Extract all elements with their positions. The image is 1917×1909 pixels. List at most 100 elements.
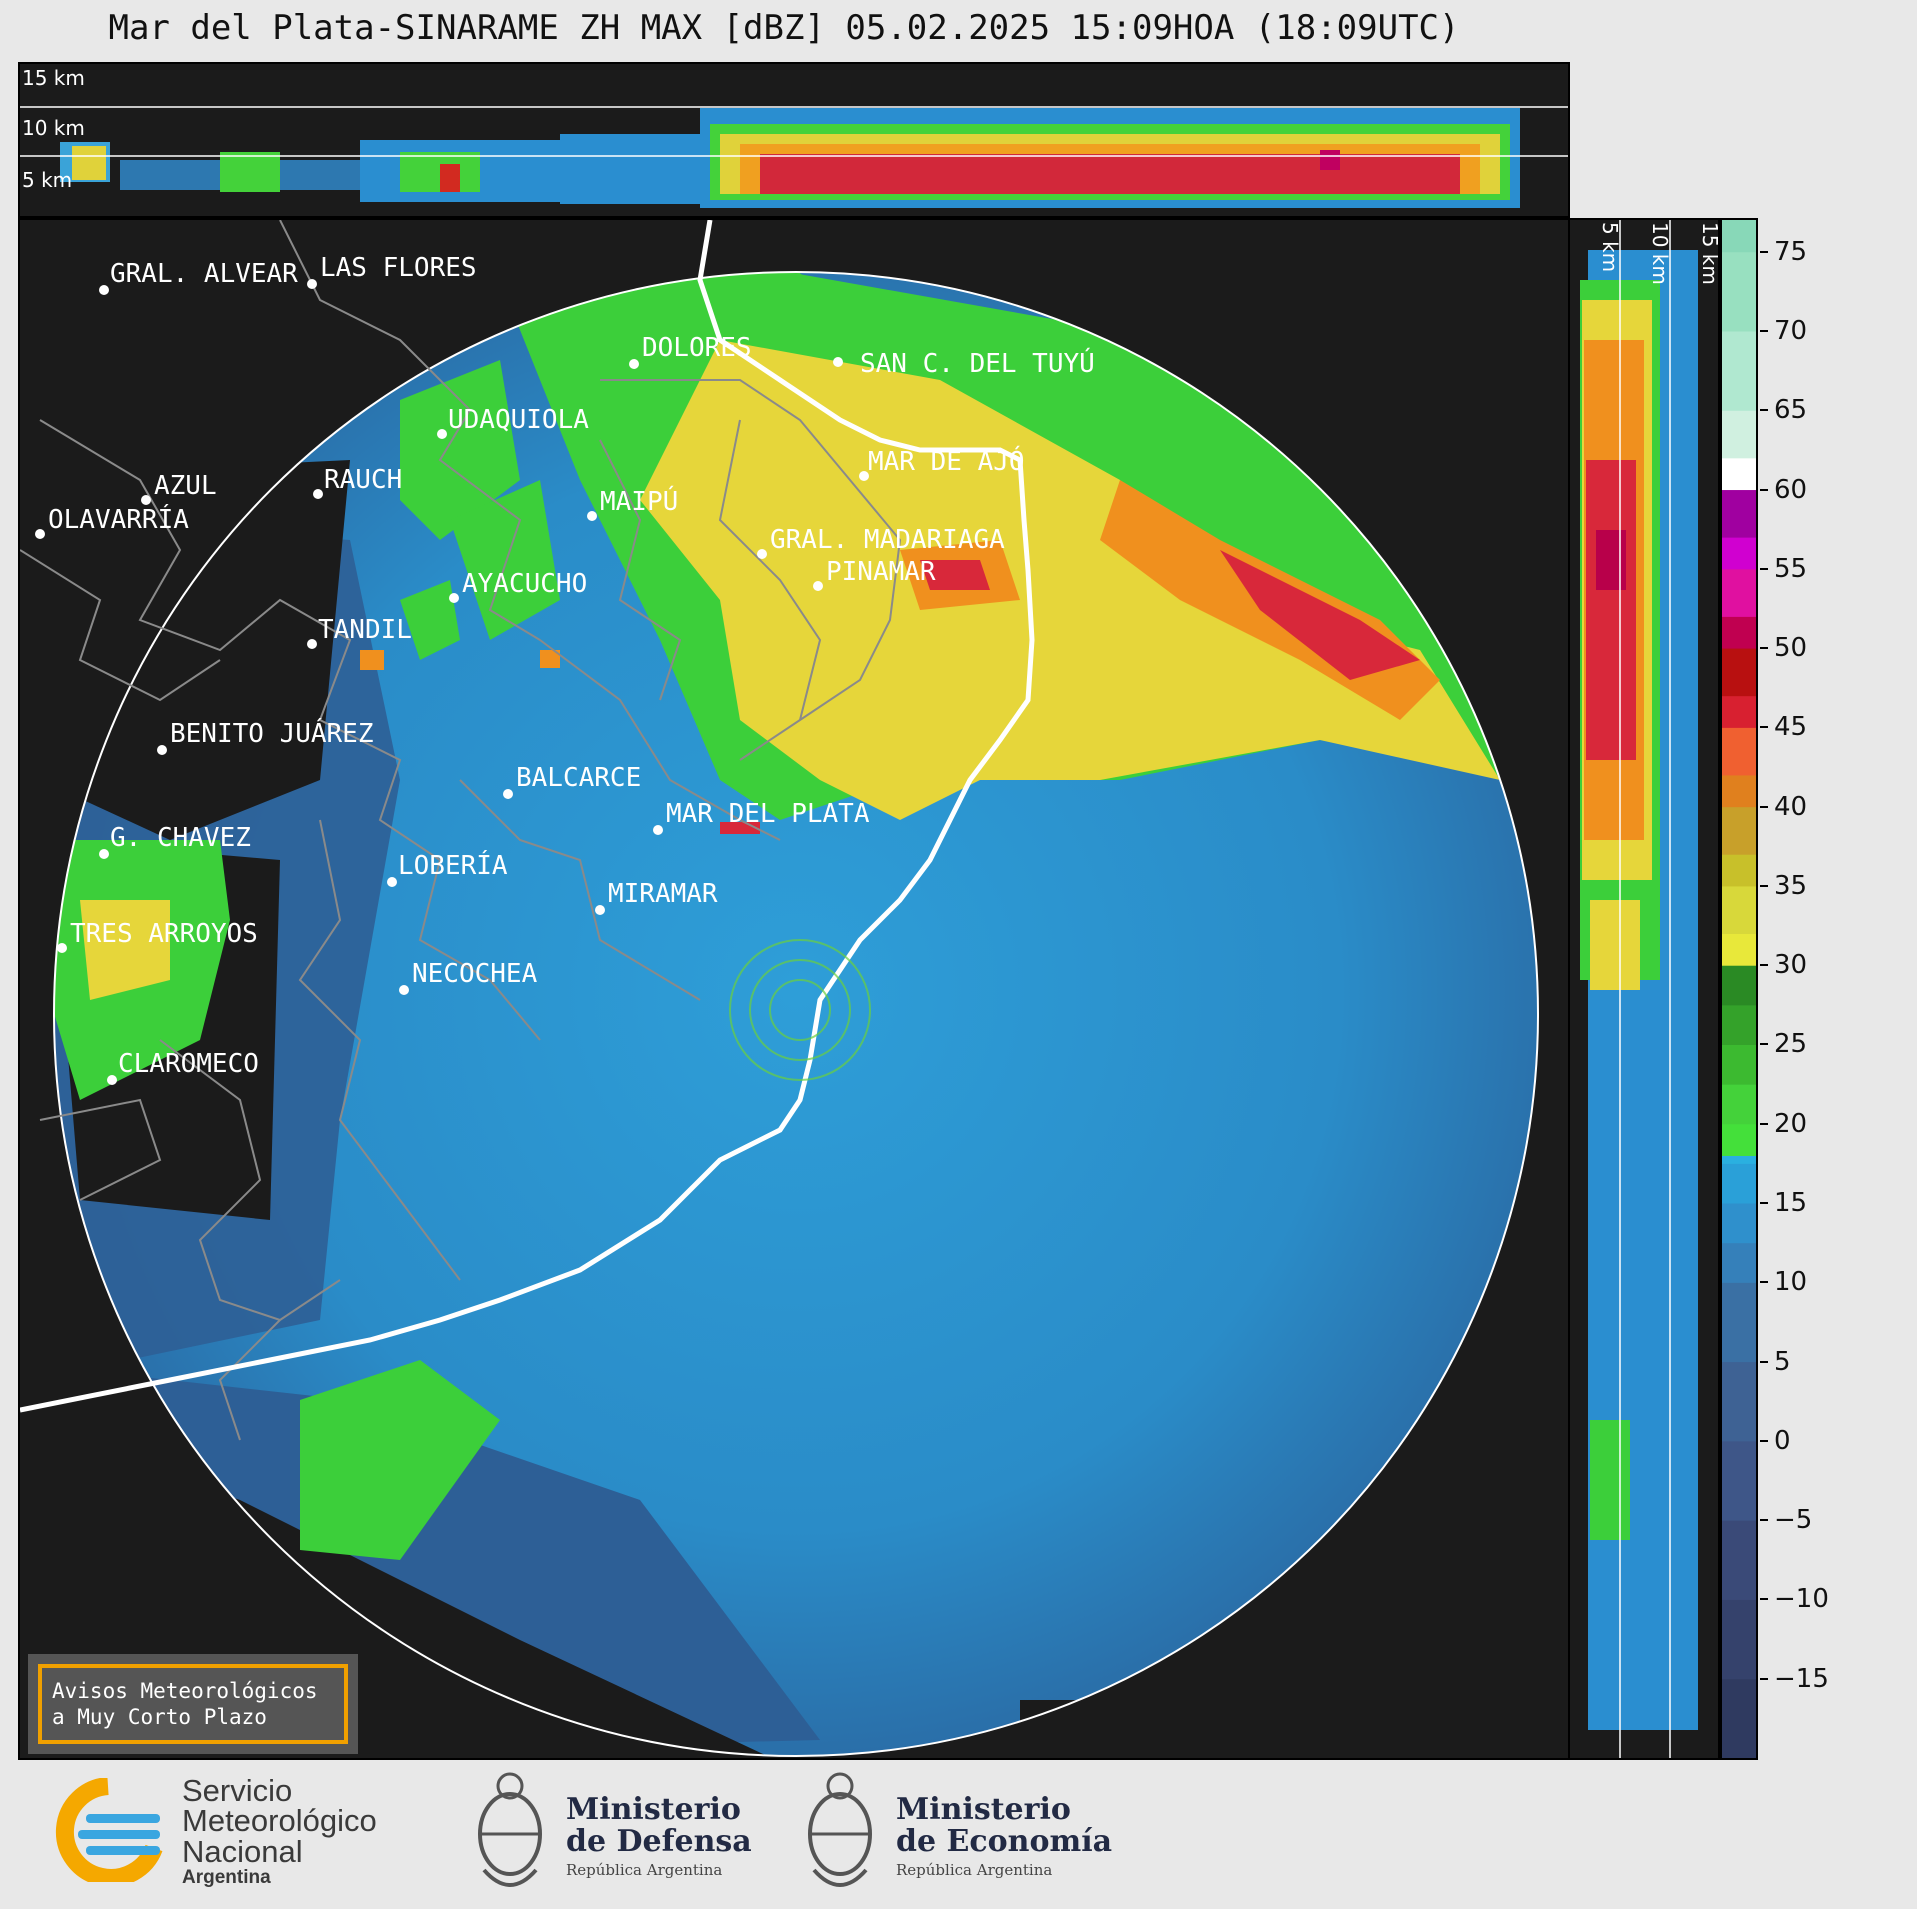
- side-height-label-15km: 15 km: [1698, 222, 1720, 285]
- city-marker: [503, 789, 513, 799]
- city-label: MAR DE AJÓ: [868, 445, 1025, 477]
- city-marker: [437, 429, 447, 439]
- colorbar-segment: [1722, 616, 1756, 649]
- city-label: NECOCHEA: [412, 959, 538, 989]
- city-markers: GRAL. ALVEAR LAS FLORES DOLORES SAN C. DEL …: [35, 253, 1095, 1085]
- colorbar-tick: [1760, 1598, 1768, 1601]
- colorbar-tick-label: 55: [1774, 553, 1808, 584]
- colorbar-segment: [1722, 1282, 1756, 1363]
- city-label: LAS FLORES: [320, 253, 477, 283]
- city-label: MAIPÚ: [600, 485, 678, 517]
- department-borders: [20, 220, 902, 1441]
- colorbar-segment: [1722, 695, 1756, 728]
- defensa-logo-text: Ministerio de Defensa República Argentin…: [566, 1794, 752, 1879]
- notice-line2: a Muy Corto Plazo: [52, 1705, 267, 1730]
- side-height-label-5km: 5 km: [1598, 222, 1622, 273]
- colorbar-tick-label: 50: [1774, 633, 1808, 664]
- colorbar-segment: [1722, 1242, 1756, 1283]
- coat-of-arms-icon-2: [800, 1760, 880, 1904]
- colorbar-segment: [1722, 1520, 1756, 1600]
- colorbar-tick-label: 30: [1774, 950, 1808, 981]
- colorbar-tick-label: 25: [1774, 1029, 1808, 1060]
- colorbar-tick-label: 65: [1774, 395, 1808, 426]
- smn-line1: Servicio: [182, 1773, 293, 1808]
- colorbar-segment: [1722, 489, 1756, 538]
- colorbar: [1720, 218, 1758, 1760]
- city-label: MAR DEL PLATA: [666, 799, 870, 829]
- colorbar-segment: [1722, 568, 1756, 617]
- city-marker: [833, 357, 843, 367]
- city-label: LOBERÍA: [398, 849, 508, 881]
- city-label: GRAL. ALVEAR: [110, 259, 298, 289]
- colorbar-segment: [1722, 251, 1756, 332]
- colorbar-tick: [1760, 647, 1768, 650]
- colorbar-segment: [1722, 220, 1756, 253]
- colorbar-tick-label: 70: [1774, 315, 1808, 346]
- colorbar-segment: [1722, 1678, 1756, 1758]
- economia-line1: Ministerio: [896, 1792, 1071, 1827]
- colorbar-segment: [1722, 806, 1756, 855]
- city-marker: [813, 581, 823, 591]
- city-marker: [449, 593, 459, 603]
- city-label: OLAVARRÍA: [48, 503, 189, 535]
- colorbar-segment: [1722, 1004, 1756, 1045]
- notice-box[interactable]: Avisos Meteorológicos a Muy Corto Plazo: [28, 1654, 358, 1754]
- colorbar-segment: [1722, 774, 1756, 808]
- city-label: DOLORES: [642, 333, 752, 363]
- colorbar-segment: [1722, 854, 1756, 887]
- defensa-line3: República Argentina: [566, 1861, 723, 1879]
- height-label-15km: 15 km: [22, 66, 85, 90]
- colorbar-tick: [1760, 1122, 1768, 1125]
- colorbar-tick: [1760, 1360, 1768, 1363]
- colorbar-segment: [1722, 457, 1756, 491]
- height-label-5km: 5 km: [22, 168, 73, 192]
- colorbar-tick-label: 45: [1774, 712, 1808, 743]
- colorbar-segment: [1722, 1163, 1756, 1204]
- colorbar-tick: [1760, 884, 1768, 887]
- smn-logo-mark: [48, 1777, 168, 1887]
- colorbar-tick: [1760, 488, 1768, 491]
- colorbar-tick-label: 15: [1774, 1188, 1808, 1219]
- radar-map: GRAL. ALVEAR LAS FLORES DOLORES SAN C. DEL …: [18, 218, 1570, 1760]
- city-marker: [107, 1075, 117, 1085]
- city-label: AYACUCHO: [462, 569, 587, 599]
- economia-logo-text: Ministerio de Economía República Argenti…: [896, 1794, 1112, 1879]
- chart-title: Mar del Plata-SINARAME ZH MAX [dBZ] 05.0…: [108, 8, 1460, 48]
- radar-range-ring: [53, 271, 1539, 1757]
- radar-echo-field: [54, 272, 1538, 1756]
- city-label: RAUCH: [324, 465, 402, 495]
- city-label: CLAROMECO: [118, 1049, 259, 1079]
- city-label: BENITO JUÁREZ: [170, 717, 374, 749]
- city-label: GRAL. MADARIAGA: [770, 525, 1005, 555]
- city-label: TRES ARROYOS: [70, 919, 258, 949]
- city-marker: [141, 495, 151, 505]
- side-echo-band: [1580, 250, 1698, 1730]
- colorbar-segment: [1722, 1123, 1756, 1156]
- colorbar-tick-label: 0: [1774, 1425, 1791, 1456]
- colorbar-tick-label: 20: [1774, 1108, 1808, 1139]
- colorbar-segment: [1722, 410, 1756, 459]
- clutter-rings: [729, 939, 871, 1081]
- colorbar-segment: [1722, 885, 1756, 935]
- city-marker: [653, 825, 663, 835]
- colorbar-segment: [1722, 1084, 1756, 1125]
- colorbar-tick: [1760, 1519, 1768, 1522]
- city-label: G. CHAVEZ: [110, 823, 251, 853]
- city-marker: [587, 511, 597, 521]
- smn-line2: Meteorológico: [182, 1803, 377, 1839]
- height-label-10km: 10 km: [22, 116, 85, 140]
- city-label: PINAMAR: [826, 557, 936, 587]
- smn-line3: Nacional: [182, 1833, 303, 1869]
- smn-logo-text: Servicio Meteorológico Nacional Argentin…: [182, 1773, 377, 1889]
- coat-of-arms-icon: [470, 1760, 550, 1904]
- city-label: BALCARCE: [516, 763, 641, 793]
- colorbar-tick-label: −10: [1774, 1584, 1829, 1615]
- smn-line4: Argentina: [182, 1867, 271, 1889]
- top-cross-section: 15 km 10 km 5 km: [18, 62, 1570, 218]
- colorbar-tick: [1760, 1281, 1768, 1284]
- colorbar-tick: [1760, 250, 1768, 253]
- colorbar-segment: [1722, 933, 1756, 966]
- colorbar-tick: [1760, 567, 1768, 570]
- colorbar-tick-label: 5: [1774, 1346, 1791, 1377]
- colorbar-segment: [1722, 1044, 1756, 1085]
